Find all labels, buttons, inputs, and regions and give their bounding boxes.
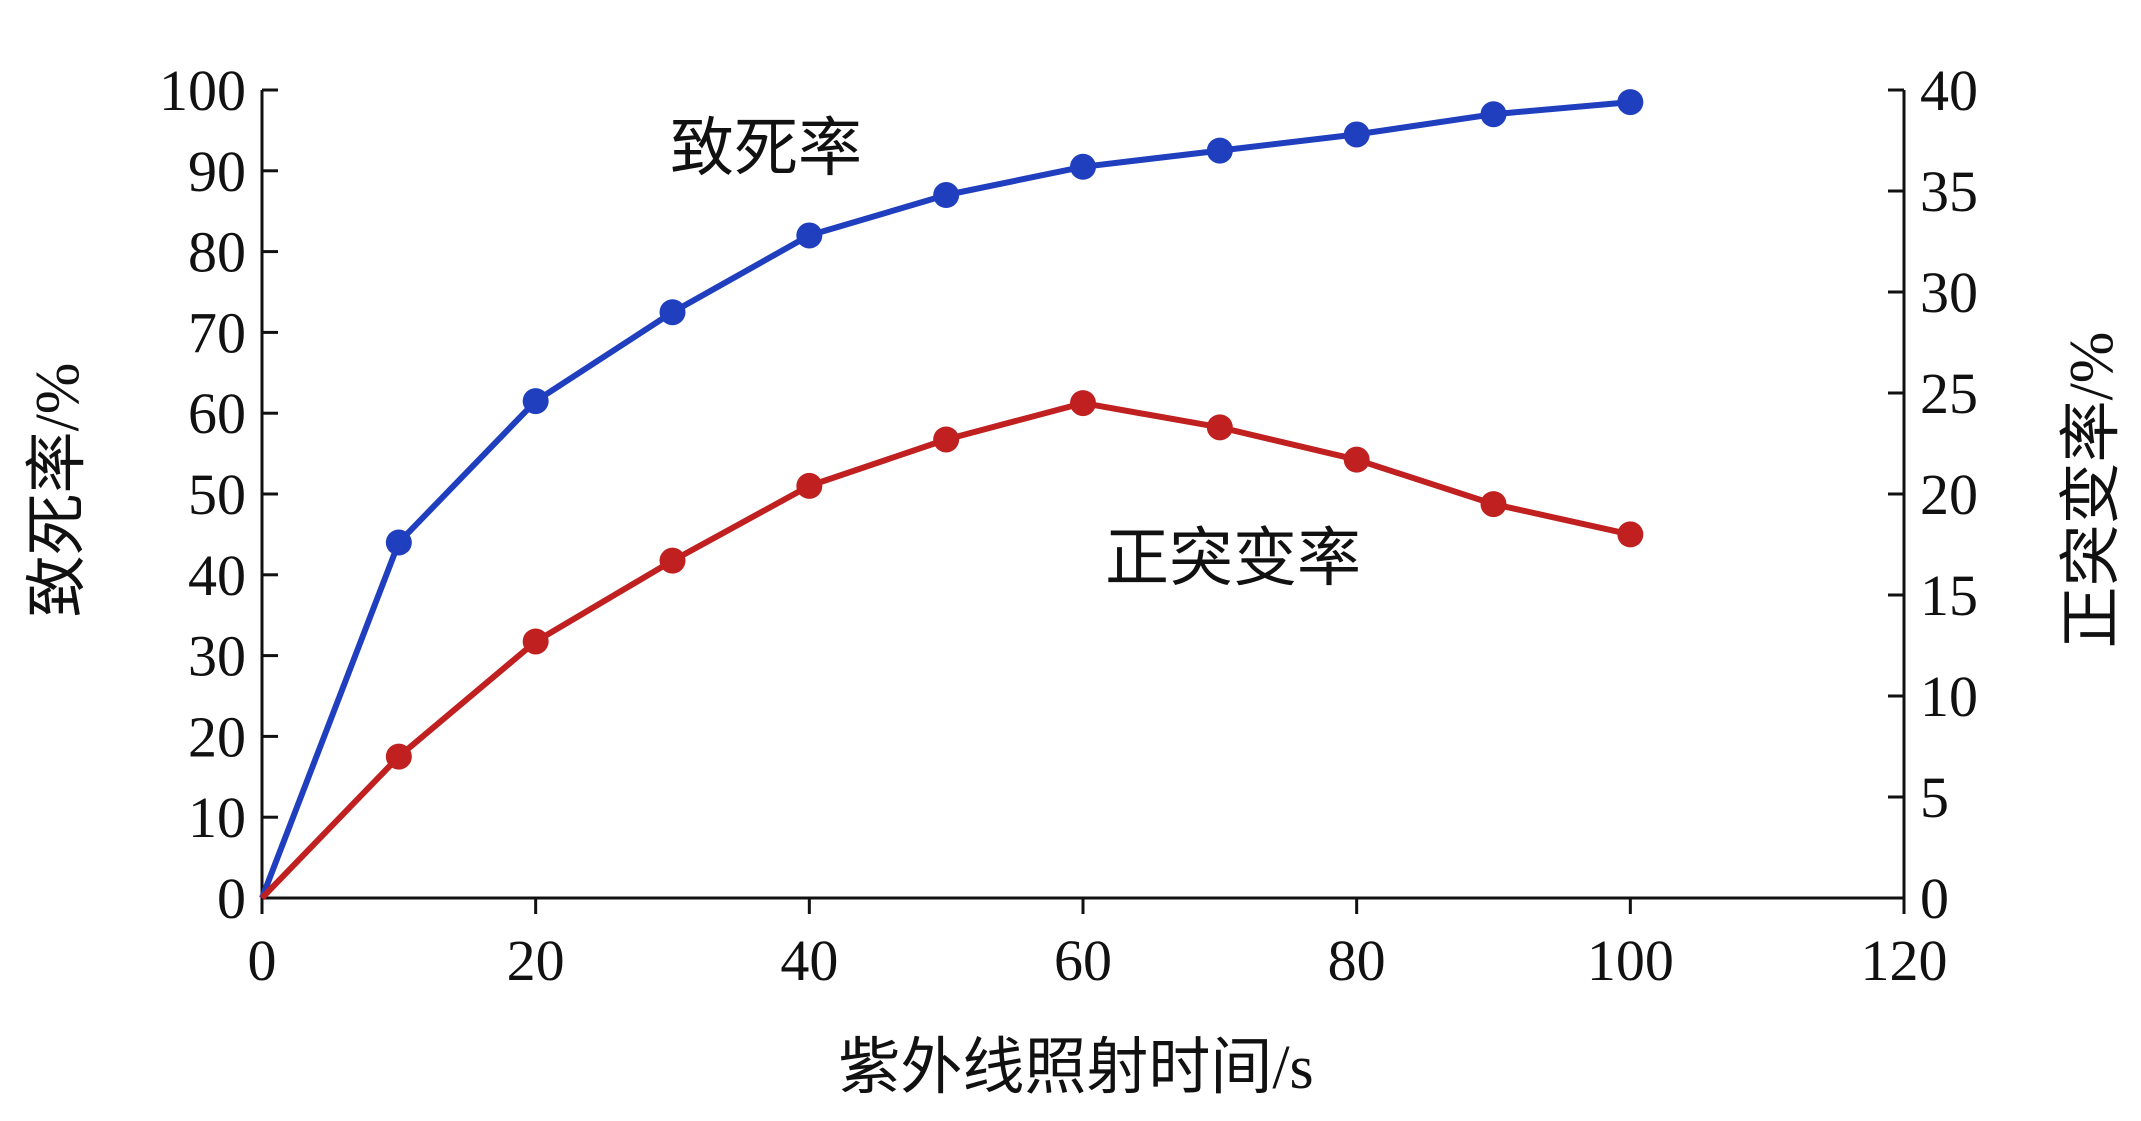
- y-axis-label-right: 正突变率/%: [2058, 332, 2126, 649]
- data-point-1: [933, 426, 960, 453]
- data-point-0: [1070, 153, 1096, 180]
- x-tick-label: 40: [780, 928, 838, 993]
- data-point-1: [1070, 390, 1096, 417]
- data-point-1: [1343, 446, 1370, 473]
- series-label-lethality: 致死率: [670, 113, 862, 184]
- series-line-0: [259, 99, 1631, 900]
- y-left-tick-label: 0: [217, 866, 246, 931]
- y-left-tick-label: 70: [188, 300, 246, 365]
- y-left-tick-label: 60: [188, 381, 246, 446]
- y-right-tick-label: 15: [1920, 563, 1978, 628]
- data-point-0: [385, 529, 412, 556]
- data-point-0: [1206, 137, 1233, 164]
- y-left-tick-label: 10: [188, 785, 246, 850]
- x-tick-label: 20: [507, 928, 565, 993]
- y-left-tick-label: 20: [188, 704, 246, 769]
- data-point-1: [522, 628, 549, 655]
- x-tick-label: 0: [248, 928, 277, 993]
- x-axis-label: 紫外线照射时间/s: [838, 1034, 1313, 1102]
- x-tick-label: 80: [1328, 928, 1386, 993]
- data-point-0: [1343, 121, 1370, 148]
- y-left-tick-label: 90: [188, 139, 246, 204]
- y-right-tick-label: 20: [1920, 462, 1978, 527]
- data-point-1: [1206, 414, 1233, 441]
- y-left-tick-label: 80: [188, 220, 246, 285]
- y-left-tick-label: 30: [188, 624, 246, 689]
- y-axis-label-left: 致死率/%: [24, 363, 92, 618]
- data-point-0: [796, 222, 823, 249]
- x-tick-label: 60: [1054, 928, 1112, 993]
- y-right-tick-label: 35: [1920, 159, 1978, 224]
- y-right-tick-label: 40: [1920, 58, 1978, 123]
- y-right-tick-label: 10: [1920, 664, 1978, 729]
- data-point-1: [1480, 491, 1507, 518]
- x-tick-label: 120: [1861, 928, 1948, 993]
- data-point-0: [522, 388, 549, 415]
- y-left-tick-label: 100: [159, 58, 246, 123]
- y-right-tick-label: 25: [1920, 361, 1978, 426]
- ticks: 0 20 40 60 80 100 1200102030405060708090100051…: [159, 58, 1978, 993]
- data-point-1: [1617, 521, 1644, 548]
- x-tick-label: 100: [1587, 928, 1674, 993]
- y-right-tick-label: 30: [1920, 260, 1978, 325]
- y-left-tick-label: 50: [188, 462, 246, 527]
- y-left-tick-label: 40: [188, 543, 246, 608]
- data-point-1: [385, 743, 412, 770]
- data-point-0: [1617, 89, 1644, 116]
- series-label-positive-mutation: 正突变率: [1105, 523, 1361, 594]
- series-line-1: [259, 400, 1631, 901]
- y-right-tick-label: 5: [1920, 765, 1949, 830]
- series-layer: [259, 89, 1644, 901]
- y-right-tick-label: 0: [1920, 866, 1949, 931]
- data-point-1: [796, 472, 823, 499]
- data-point-0: [659, 299, 686, 326]
- axes: [260, 90, 1906, 900]
- data-point-0: [933, 182, 960, 209]
- data-point-1: [659, 547, 686, 574]
- data-point-0: [1480, 101, 1507, 128]
